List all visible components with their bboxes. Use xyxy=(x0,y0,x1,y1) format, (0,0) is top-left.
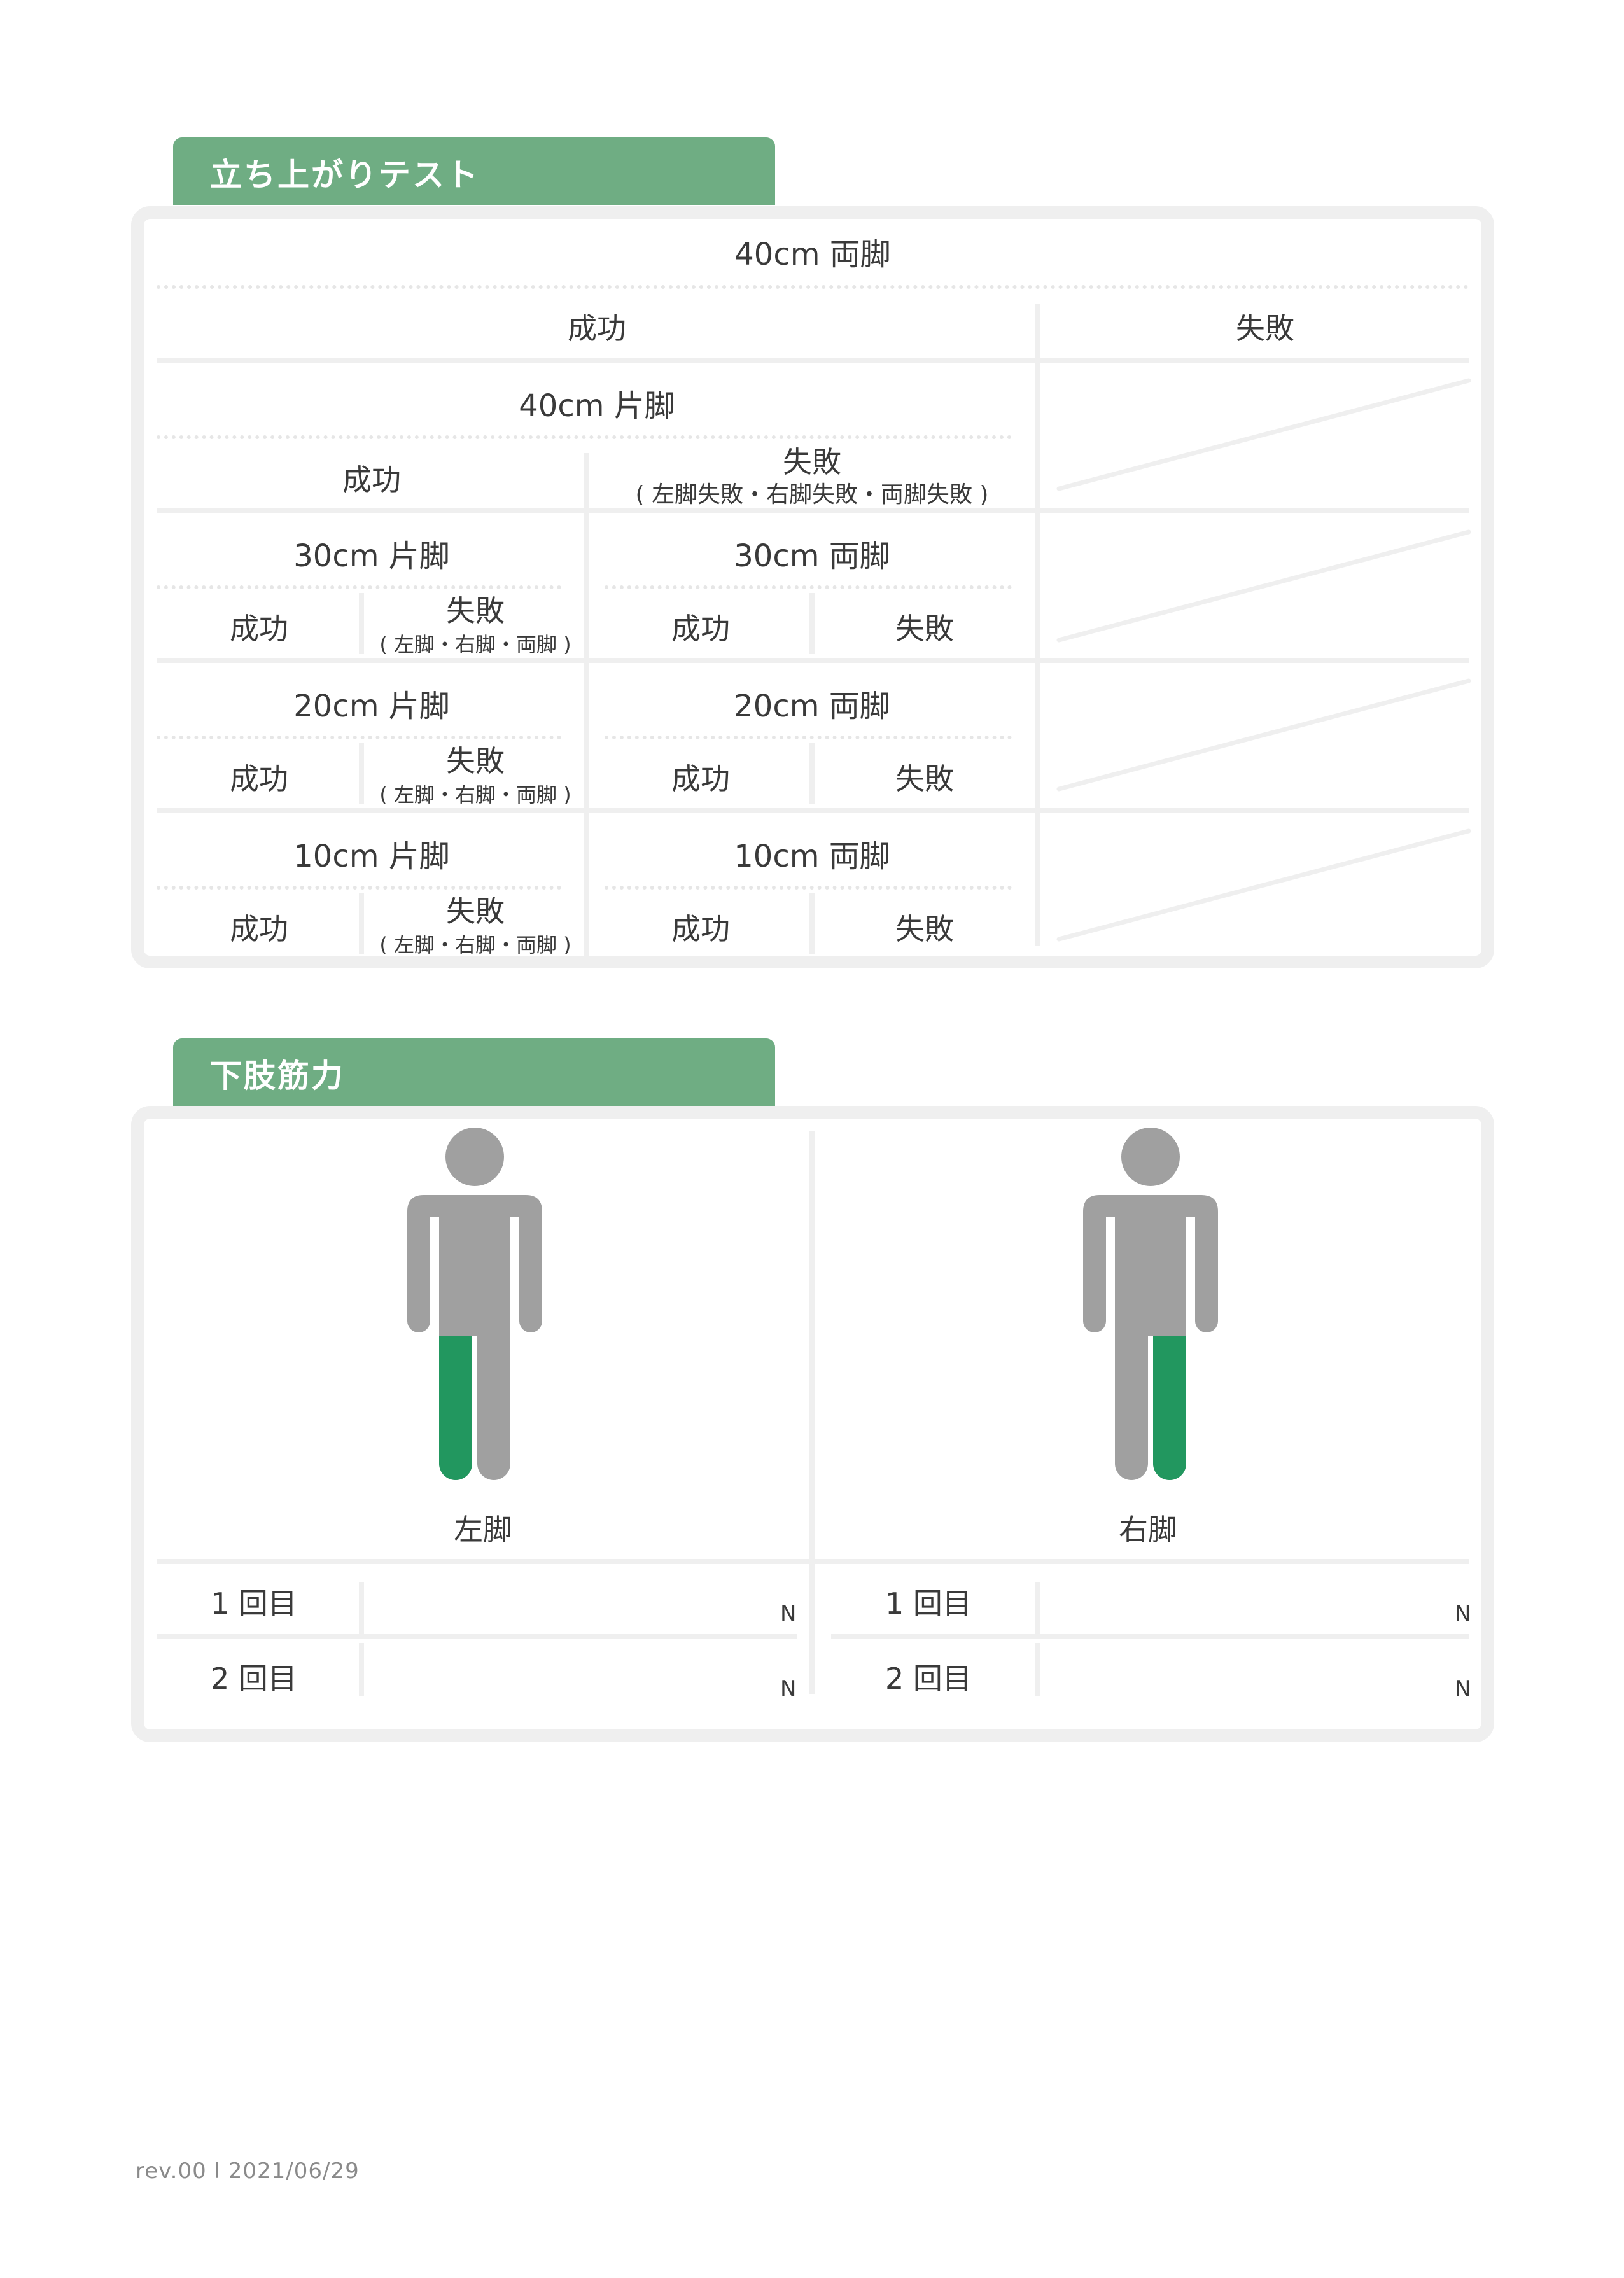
failure-label: 失敗 xyxy=(446,894,505,928)
success-label: 成功 xyxy=(230,611,288,646)
success-label: 成功 xyxy=(671,912,730,946)
column-divider xyxy=(584,663,589,808)
standup-section-title: 立ち上がりテスト xyxy=(173,137,775,205)
failure-label: 失敗 xyxy=(1236,311,1294,346)
success-label: 成功 xyxy=(230,912,288,946)
column-divider xyxy=(1035,1643,1040,1696)
dotted-divider xyxy=(605,886,1012,890)
right-leg-label: 右脚 xyxy=(1119,1513,1177,1547)
column-divider xyxy=(584,513,589,658)
column-divider xyxy=(809,1131,815,1694)
right-leg-highlight xyxy=(1153,1336,1186,1480)
failure-column-slashes xyxy=(1056,378,1471,942)
dotted-divider xyxy=(605,585,1012,589)
dotted-divider xyxy=(157,585,561,589)
column-divider xyxy=(809,893,815,954)
left-leg-figure-icon xyxy=(407,1128,542,1480)
column-divider xyxy=(809,593,815,654)
failure-detail: ( 左脚・右脚・両脚 ) xyxy=(379,933,571,957)
dotted-divider xyxy=(157,736,561,739)
row-double-label: 30cm 両脚 xyxy=(734,538,890,574)
row-divider xyxy=(157,1559,1469,1564)
row-single-label: 20cm 片脚 xyxy=(293,688,450,724)
row-divider xyxy=(831,1634,1469,1639)
failure-label: 失敗 xyxy=(895,762,954,796)
success-label: 成功 xyxy=(568,311,626,346)
row-divider xyxy=(157,658,1469,663)
header-40cm-single: 40cm 片脚 xyxy=(519,388,675,424)
row-divider xyxy=(157,358,1469,363)
column-divider xyxy=(584,453,589,508)
failure-detail: ( 左脚・右脚・両脚 ) xyxy=(379,783,571,807)
failure-label: 失敗 xyxy=(895,611,954,646)
column-divider xyxy=(359,1643,364,1696)
dotted-divider xyxy=(157,285,1469,289)
column-divider xyxy=(809,743,815,804)
column-divider xyxy=(359,893,364,954)
column-divider xyxy=(1035,1582,1040,1635)
revision-footer: rev.00 l 2021/06/29 xyxy=(136,2158,360,2184)
dotted-divider xyxy=(157,886,561,890)
trial-1-label-left: 1 回目 xyxy=(211,1586,297,1621)
left-leg-highlight xyxy=(439,1336,472,1480)
success-label: 成功 xyxy=(671,762,730,796)
unit-n: N xyxy=(780,1601,797,1626)
left-leg-label: 左脚 xyxy=(454,1513,512,1547)
row-single-label: 30cm 片脚 xyxy=(293,538,450,574)
column-divider xyxy=(1035,304,1040,358)
success-label: 成功 xyxy=(671,611,730,646)
column-divider xyxy=(359,743,364,804)
failure-label: 失敗 xyxy=(895,912,954,946)
unit-n: N xyxy=(1455,1601,1471,1626)
unit-n: N xyxy=(780,1676,797,1702)
header-40cm-double: 40cm 両脚 xyxy=(734,237,891,272)
dotted-divider xyxy=(605,736,1012,739)
trial-1-label-right: 1 回目 xyxy=(885,1586,972,1621)
failure-label: 失敗 xyxy=(783,445,841,479)
column-divider xyxy=(584,813,589,956)
failure-detail: ( 左脚・右脚・両脚 ) xyxy=(379,632,571,657)
failure-label: 失敗 xyxy=(446,594,505,628)
dotted-divider xyxy=(157,435,1012,439)
slash-line xyxy=(1056,828,1471,942)
trial-2-label-right: 2 回目 xyxy=(885,1661,972,1696)
column-divider xyxy=(359,1582,364,1635)
row-single-label: 10cm 片脚 xyxy=(293,839,450,874)
row-divider xyxy=(157,508,1469,513)
row-double-label: 20cm 両脚 xyxy=(734,688,890,724)
slash-line xyxy=(1056,529,1471,643)
leg-strength-section-title: 下肢筋力 xyxy=(173,1038,775,1106)
right-leg-figure-icon xyxy=(1083,1128,1218,1480)
failure-label: 失敗 xyxy=(446,744,505,778)
success-label: 成功 xyxy=(230,762,288,796)
success-label: 成功 xyxy=(342,463,401,497)
column-divider xyxy=(359,593,364,654)
slash-line xyxy=(1056,378,1471,491)
failure-detail: ( 左脚失敗・右脚失敗・両脚失敗 ) xyxy=(635,482,989,508)
trial-2-label-left: 2 回目 xyxy=(211,1661,297,1696)
column-divider xyxy=(1035,363,1040,946)
row-double-label: 10cm 両脚 xyxy=(734,839,890,874)
slash-line xyxy=(1056,678,1471,792)
unit-n: N xyxy=(1455,1676,1471,1702)
row-divider xyxy=(157,808,1469,813)
row-divider xyxy=(157,1634,797,1639)
